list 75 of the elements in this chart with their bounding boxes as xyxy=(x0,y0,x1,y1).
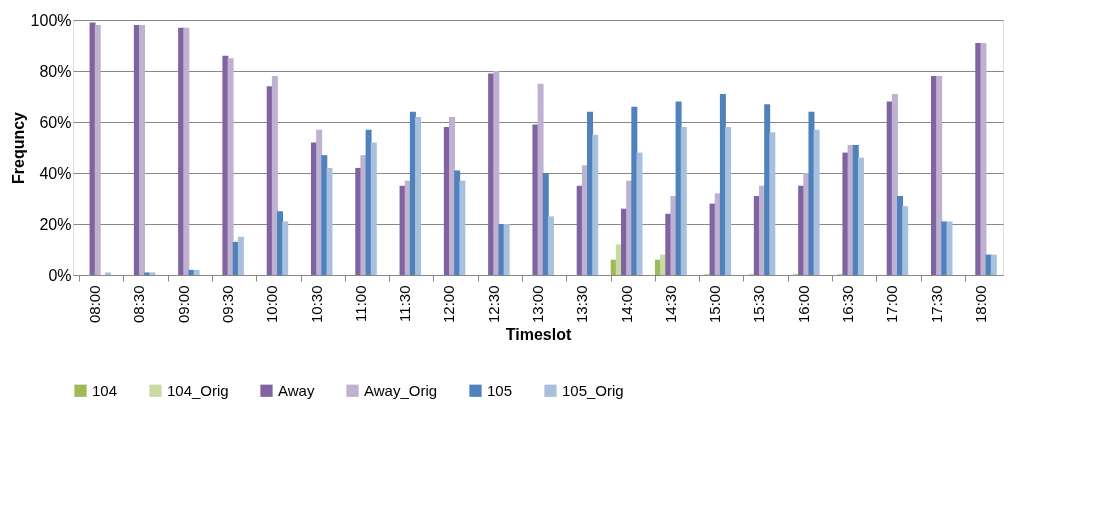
bar xyxy=(193,269,200,275)
legend-label: Away_Orig xyxy=(364,381,438,399)
bar xyxy=(547,216,554,275)
x-axis-title: Timeslot xyxy=(505,326,572,344)
bar xyxy=(237,236,244,275)
bar xyxy=(636,152,643,275)
bar xyxy=(503,224,510,275)
x-tick-label: 10:00 xyxy=(263,285,281,324)
x-tick-label: 14:30 xyxy=(661,285,679,324)
x-tick-label: 11:00 xyxy=(351,285,369,322)
bar xyxy=(222,55,229,275)
bar xyxy=(105,272,112,275)
x-tick-label: 11:30 xyxy=(396,285,414,322)
bar xyxy=(725,127,732,275)
bar xyxy=(680,127,687,275)
x-tick-label: 12:30 xyxy=(484,285,502,324)
bar xyxy=(227,58,234,275)
bar xyxy=(360,155,367,275)
y-tick-label: 0% xyxy=(48,266,72,284)
bar xyxy=(370,142,377,275)
bar xyxy=(946,221,953,275)
bar xyxy=(842,152,849,275)
x-tick-label: 09:30 xyxy=(219,285,236,324)
x-tick-label: 15:00 xyxy=(706,285,724,324)
legend-label: 104_Orig xyxy=(167,381,229,399)
bar xyxy=(459,180,466,275)
legend-label: 104 xyxy=(92,381,118,399)
bar xyxy=(415,116,422,275)
x-tick-label: 13:00 xyxy=(529,285,546,324)
y-tick-label: 60% xyxy=(39,113,72,131)
bar xyxy=(936,76,943,275)
bar xyxy=(769,132,776,275)
bar xyxy=(498,224,505,275)
x-tick-label: 17:30 xyxy=(927,285,945,324)
bar xyxy=(94,25,101,275)
x-tick-label: 17:00 xyxy=(883,285,901,324)
bar xyxy=(813,129,820,275)
bar xyxy=(670,195,677,275)
bar xyxy=(537,83,544,275)
x-tick-label: 13:30 xyxy=(573,285,591,324)
y-tick-label: 80% xyxy=(39,62,72,80)
y-axis-title: Frequncy xyxy=(9,111,27,185)
y-tick-label: 100% xyxy=(30,11,72,29)
bar xyxy=(183,27,190,275)
bar xyxy=(857,157,864,275)
x-tick-label: 09:00 xyxy=(174,285,192,324)
bar xyxy=(532,124,539,275)
bar xyxy=(808,111,815,275)
legend-label: 105_Orig xyxy=(562,381,624,399)
bar xyxy=(990,254,997,275)
bar xyxy=(542,173,549,275)
x-tick-label: 12:00 xyxy=(440,285,458,324)
bar xyxy=(271,76,278,275)
x-tick-label: 15:30 xyxy=(750,285,768,324)
x-tick-label: 08:00 xyxy=(86,285,104,324)
y-tick-label: 20% xyxy=(39,215,72,233)
bar xyxy=(493,71,500,275)
x-tick-label: 10:30 xyxy=(307,285,325,324)
legend-label: 105 xyxy=(487,381,513,399)
bar xyxy=(139,25,146,275)
x-tick-label: 16:00 xyxy=(794,285,812,324)
x-tick-label: 08:30 xyxy=(130,285,148,324)
bar xyxy=(891,93,898,275)
bar xyxy=(980,42,987,275)
bar xyxy=(592,134,599,275)
bar xyxy=(282,221,289,275)
x-tick-label: 16:30 xyxy=(839,285,856,324)
y-tick-label: 40% xyxy=(39,164,72,182)
bar xyxy=(326,167,333,275)
legend-label: Away xyxy=(278,381,315,399)
x-tick-label: 18:00 xyxy=(971,285,989,324)
bar xyxy=(188,269,195,275)
x-tick-label: 14:00 xyxy=(617,285,635,324)
bar xyxy=(902,206,909,275)
bar xyxy=(149,272,156,275)
